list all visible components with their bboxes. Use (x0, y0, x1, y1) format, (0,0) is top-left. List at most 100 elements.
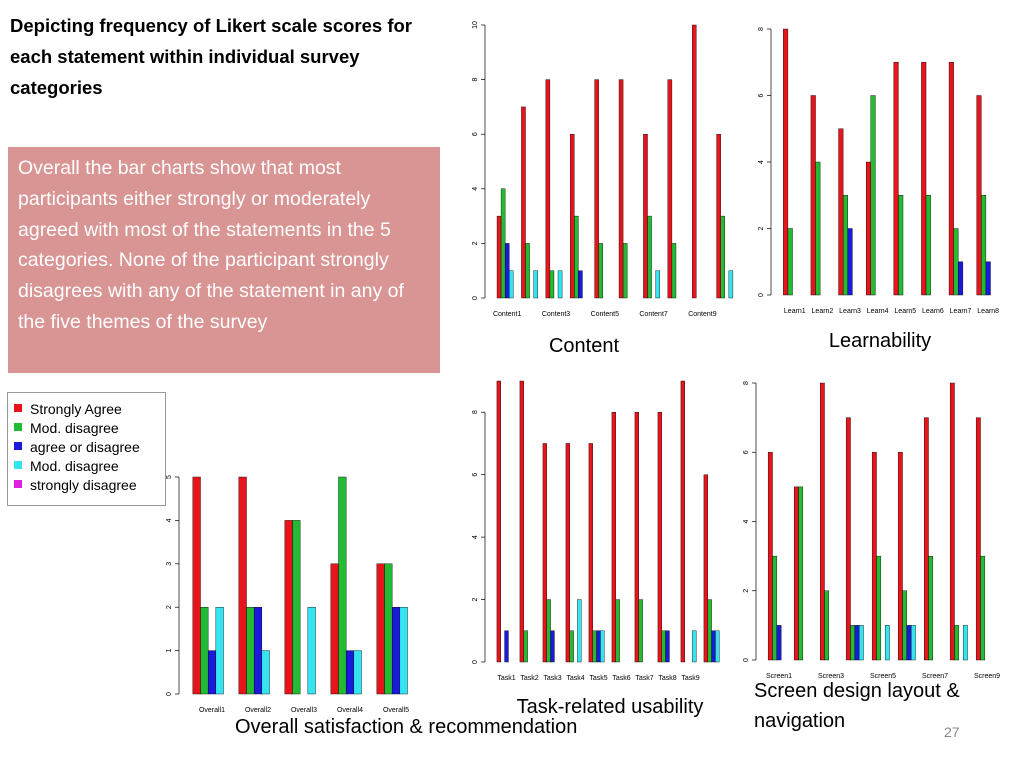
y-tick-label: 0 (472, 296, 479, 300)
bar (958, 261, 964, 296)
bar (246, 607, 255, 695)
x-tick-label: Task5 (589, 675, 607, 682)
bar (954, 625, 960, 661)
bar (838, 128, 844, 296)
bar (657, 412, 662, 663)
bar (542, 443, 547, 663)
bar (680, 380, 685, 663)
bar (692, 24, 697, 299)
bar (671, 243, 677, 299)
bar (549, 270, 555, 299)
x-tick-label: Task1 (497, 675, 515, 682)
bar (884, 625, 890, 661)
legend-swatch (14, 480, 22, 489)
x-tick-label: Task3 (543, 675, 561, 682)
bar (570, 133, 575, 299)
bar (667, 79, 673, 299)
bar (854, 625, 860, 661)
bar (600, 630, 605, 663)
y-tick-label: 8 (472, 410, 479, 414)
bar (215, 607, 224, 695)
bar (902, 590, 908, 661)
legend-swatch (14, 404, 22, 413)
y-tick-label: 3 (166, 562, 173, 566)
bar (207, 650, 217, 695)
bar (521, 106, 526, 299)
x-tick-label: Overall1 (199, 707, 225, 714)
bar (793, 486, 799, 661)
bar (500, 188, 506, 299)
bar (638, 599, 643, 663)
bar-chart: 0 2 4 6 8 10 Content1 Content3 Content5 Content7 C… (472, 21, 734, 357)
bar (533, 270, 538, 299)
bar (557, 270, 563, 299)
bar (598, 243, 603, 299)
bar (921, 62, 927, 296)
bar (523, 630, 528, 663)
bar (948, 62, 954, 296)
x-tick-label: Overall2 (245, 707, 271, 714)
x-tick-label: Task6 (612, 675, 630, 682)
bar (842, 195, 848, 296)
y-tick-label: 6 (472, 473, 479, 477)
x-tick-label: Screen1 (766, 673, 792, 680)
bar (647, 215, 652, 299)
bar (661, 630, 666, 663)
legend-label: Strongly Agree (30, 401, 122, 417)
bar (504, 243, 510, 299)
bar (898, 195, 904, 296)
legend-item: strongly disagree (14, 477, 137, 493)
bar (569, 630, 574, 663)
x-tick-label: Learn8 (977, 308, 999, 315)
legend-swatch (14, 461, 22, 470)
x-tick-label: Content5 (591, 311, 620, 318)
bar (707, 599, 712, 663)
y-tick-label: 6 (472, 132, 479, 136)
y-tick-label: 8 (743, 381, 750, 385)
y-tick-label: 6 (758, 93, 765, 97)
legend: Strongly Agree Mod. disagree agree or disa… (7, 392, 166, 506)
bar (588, 443, 593, 663)
bar (634, 412, 639, 663)
bar (949, 382, 955, 661)
x-tick-label: Content7 (639, 311, 668, 318)
bar (307, 607, 316, 695)
bar (546, 599, 551, 663)
bar-chart: 0 2 4 6 8 Screen1 Screen3 Screen5 Screen7 Screen9… (743, 381, 1000, 732)
legend-item: Mod. disagree (14, 420, 119, 436)
x-tick-label: Overall4 (337, 707, 363, 714)
y-tick-label: 4 (758, 160, 765, 164)
bar (897, 452, 903, 661)
bar (253, 607, 263, 695)
bar (618, 79, 624, 299)
page-number: 27 (944, 724, 960, 740)
bar (261, 650, 270, 695)
bar (345, 650, 355, 695)
bar (850, 625, 856, 661)
bar (981, 195, 987, 296)
y-tick-label: 0 (758, 293, 765, 297)
bar (655, 270, 660, 299)
bar (870, 95, 876, 296)
bar (574, 215, 579, 299)
legend-label: agree or disagree (30, 439, 140, 455)
bar (519, 380, 524, 663)
x-tick-label: Learn6 (922, 308, 944, 315)
bar (925, 195, 931, 296)
x-tick-label: Task7 (635, 675, 653, 682)
chart-caption: Learnability (829, 330, 931, 352)
bar (353, 650, 362, 695)
bar (858, 625, 864, 661)
bar (692, 630, 697, 663)
y-tick-label: 2 (166, 605, 173, 609)
legend-swatch (14, 442, 22, 451)
bar (953, 228, 959, 296)
x-tick-label: Content1 (493, 311, 522, 318)
bar (550, 630, 555, 663)
bar (525, 243, 530, 299)
y-tick-label: 8 (472, 78, 479, 82)
bar (910, 625, 916, 661)
x-tick-label: Task2 (520, 675, 538, 682)
bar (787, 228, 793, 296)
